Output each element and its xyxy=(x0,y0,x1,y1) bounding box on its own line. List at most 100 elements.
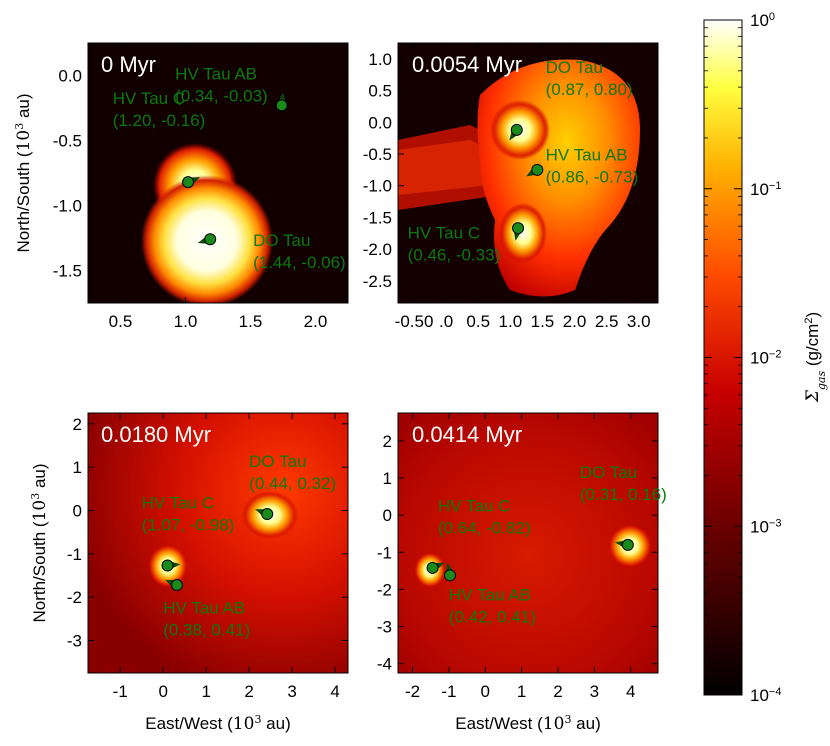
ytick-label: -1.0 xyxy=(363,177,392,196)
ticks-0: 0.5 1.0 1.5 2.0 0.0 -0.5 -1.0 -1.5 xyxy=(53,43,348,331)
star-name-label: DO Tau xyxy=(580,463,637,482)
star-coords-label: (0.44, 0.32) xyxy=(249,474,336,493)
star-coords-label: (0.46, -0.33) xyxy=(408,245,501,264)
ytick-label: -1.5 xyxy=(53,262,82,281)
xtick-label: 4 xyxy=(626,682,635,701)
xtick-label: 2 xyxy=(244,682,253,701)
star-name-label: DO Tau xyxy=(546,58,603,77)
colorbar-tick-label: 10−1 xyxy=(750,180,781,199)
gas-blob-hv-tau-c xyxy=(499,203,547,263)
ytick-label: -3 xyxy=(377,618,392,637)
stars-1: DO Tau (0.87, 0.80) HV Tau AB (0.86, -0.73)… xyxy=(408,58,639,265)
star-marker xyxy=(444,569,456,582)
ytick-label: -2 xyxy=(67,588,82,607)
star-marker xyxy=(531,163,544,176)
stars-3: DO Tau (0.31, 0.16) HV Tau C (0.64, -0.82) H… xyxy=(426,463,667,627)
star-marker xyxy=(275,99,288,112)
ytick-label: -1.5 xyxy=(363,208,392,227)
xlabel-right: East/West (103 au) xyxy=(455,713,600,735)
xtick-label: 0 xyxy=(158,682,167,701)
frame-1 xyxy=(397,42,659,304)
star-marker xyxy=(426,561,439,574)
star-marker xyxy=(261,507,274,520)
star-coords-label: (0.86, -0.73) xyxy=(546,167,639,186)
ylabel-top: North/South (103 au) xyxy=(13,93,35,252)
colorbar-tick-label: 10−3 xyxy=(750,517,781,536)
star-marker xyxy=(170,579,183,592)
star-name-label: HV Tau C xyxy=(113,89,185,108)
ytick-label: 0 xyxy=(73,502,82,521)
colorbar-tick-label: 100 xyxy=(750,11,775,30)
ytick-label: 2 xyxy=(383,432,392,451)
stars-2: DO Tau (0.44, 0.32) HV Tau C (1.07, -0.98) H… xyxy=(142,452,336,639)
xtick-label: 1.5 xyxy=(531,312,555,331)
xtick-label: -2 xyxy=(405,682,420,701)
ytick-label: 0.5 xyxy=(368,82,392,101)
stars-0: HV Tau AB (0.34, -0.03)HV Tau C (1.20, -0.… xyxy=(113,64,346,271)
time-label-0: 0 Myr xyxy=(101,52,156,77)
star-marker xyxy=(204,233,217,246)
xtick-label: 1 xyxy=(201,682,210,701)
xtick-label: 2.0 xyxy=(304,312,328,331)
xtick-label: 1.0 xyxy=(499,312,523,331)
ytick-label: -4 xyxy=(377,655,392,674)
panel-2: -1 0 1 2 3 4 2 1 0 -1 -2 -3 0.0180 Myr DO Tau (0.44,… xyxy=(67,412,349,701)
gas-tail-west-core xyxy=(398,140,490,195)
ytick-label: -0.5 xyxy=(53,132,82,151)
background-2 xyxy=(88,413,348,673)
ytick-label: -2.5 xyxy=(363,272,392,291)
xtick-label: 1.0 xyxy=(174,312,198,331)
ytick-label: 1 xyxy=(383,469,392,488)
star-name-label: DO Tau xyxy=(253,231,310,250)
star-marker xyxy=(510,123,523,136)
time-label-2: 0.0180 Myr xyxy=(101,422,211,447)
star-name-label: HV Tau AB xyxy=(449,586,531,605)
heatmap-3 xyxy=(398,413,658,673)
xtick-label: 0.5 xyxy=(466,312,490,331)
star-coords-label: (0.31, 0.16) xyxy=(580,485,667,504)
star-name-label: HV Tau C xyxy=(438,496,510,515)
frame-2 xyxy=(87,412,349,674)
star-name-label: DO Tau xyxy=(249,452,306,471)
ytick-label: 1.0 xyxy=(368,50,392,69)
star-coords-label: (0.42, 0.41) xyxy=(449,608,536,627)
star-coords-label: (0.34, -0.03) xyxy=(175,86,268,105)
ytick-label: 2 xyxy=(73,415,82,434)
ylabel-bottom: North/South (103 au) xyxy=(29,463,51,622)
star-marker xyxy=(161,559,174,572)
colorbar: 100 10−1 10−2 10−3 10−4 Σgas (g/cm2) xyxy=(703,11,828,705)
star-marker xyxy=(621,538,634,551)
xtick-label: 0.5 xyxy=(109,312,133,331)
panel-0: 0.5 1.0 1.5 2.0 0.0 -0.5 -1.0 -1.5 0 Myr HV Tau… xyxy=(53,42,349,331)
star-marker xyxy=(512,222,525,235)
colorbar-tick-label: 10−2 xyxy=(750,349,781,368)
ticks-1: -0.50 .0 0.5 1.0 1.5 2.0 2.5 3.0 1.0 0.5 0.0 -0.5 -1… xyxy=(363,43,658,331)
xtick-label: 2 xyxy=(553,682,562,701)
ytick-label: -3 xyxy=(67,632,82,651)
xlabel-left: East/West (103 au) xyxy=(145,713,290,735)
xtick-label: 2.5 xyxy=(595,312,619,331)
ytick-label: 0.0 xyxy=(368,113,392,132)
colorbar-tick-label: 10−4 xyxy=(750,686,781,705)
xtick-label: 1.5 xyxy=(239,312,263,331)
xtick-label: -0.50 xyxy=(395,312,434,331)
heatmap-1 xyxy=(398,43,658,303)
ytick-label: -1 xyxy=(377,543,392,562)
ytick-label: 1 xyxy=(73,458,82,477)
heatmap-0 xyxy=(88,43,348,303)
ytick-label: -1 xyxy=(67,545,82,564)
ytick-label: 0.0 xyxy=(58,67,82,86)
star-marker xyxy=(182,176,195,189)
xtick-label: 2.0 xyxy=(563,312,587,331)
ticks-2: -1 0 1 2 3 4 2 1 0 -1 -2 -3 xyxy=(67,413,348,701)
ytick-label: -2.0 xyxy=(363,240,392,259)
panel-3: -2 -1 0 1 2 3 4 2 1 0 -1 -2 -3 -4 0.0414 Myr DO Tau (0… xyxy=(377,412,667,701)
star-name-label: HV Tau AB xyxy=(175,64,257,83)
ticks-3: -2 -1 0 1 2 3 4 2 1 0 -1 -2 -3 -4 xyxy=(377,413,658,701)
star-coords-label: (1.44, -0.06) xyxy=(253,253,346,272)
xtick-label: -1 xyxy=(113,682,128,701)
xtick-label: .0 xyxy=(439,312,453,331)
star-name-label: HV Tau AB xyxy=(163,599,245,618)
xtick-label: 1 xyxy=(517,682,526,701)
